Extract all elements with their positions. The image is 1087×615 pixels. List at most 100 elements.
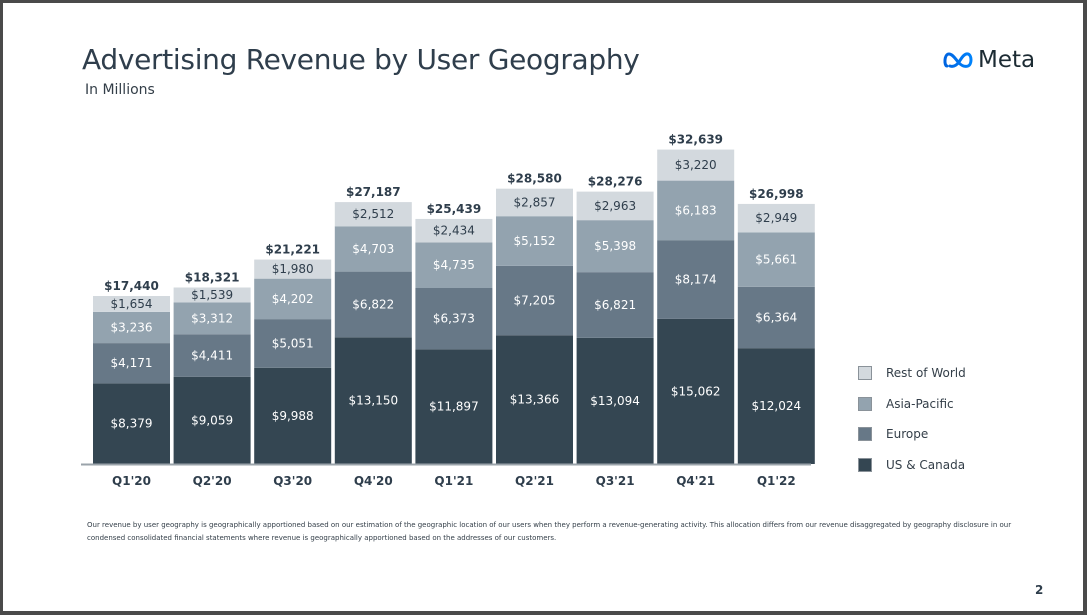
data-label-us-canada: $15,062 — [671, 384, 721, 398]
bar-segment-europe — [93, 343, 170, 384]
data-label-europe: $4,411 — [191, 348, 233, 362]
slide-title: Advertising Revenue by User Geography — [82, 43, 640, 76]
legend-swatch-asia-pacific — [858, 396, 872, 411]
bar-segment-rest-of-world — [93, 295, 170, 312]
bar-segment-rest-of-world — [415, 218, 493, 243]
bar-segment-asia-pacific — [334, 226, 412, 272]
total-label: $28,276 — [588, 175, 643, 189]
data-label-us-canada: $13,094 — [590, 394, 640, 408]
data-label-rest-of-world: $3,220 — [675, 158, 717, 172]
legend-item-rest-of-world: Rest of World — [858, 358, 966, 389]
total-label: $21,221 — [265, 243, 320, 257]
data-label-us-canada: $12,024 — [751, 399, 801, 413]
x-tick-label: Q4'21 — [676, 474, 715, 488]
bar-segment-asia-pacific — [737, 232, 815, 287]
legend-swatch-rest-of-world — [858, 366, 872, 381]
bar-segment-asia-pacific — [576, 220, 654, 273]
data-label-us-canada: $11,897 — [429, 400, 479, 414]
total-label: $32,639 — [668, 133, 723, 147]
bar-segment-europe — [254, 319, 332, 368]
footnote: Our revenue by user geography is geograp… — [87, 521, 1012, 542]
meta-logo-text: Meta — [978, 47, 1036, 73]
data-label-asia-pacific: $4,202 — [272, 292, 314, 306]
x-tick-label: Q1'22 — [757, 474, 796, 488]
data-label-us-canada: $9,988 — [272, 409, 314, 423]
stacked-bar-chart: $8,379 $4,171 $3,236 $1,654 $17,440 Q1'20 $9,0… — [81, 133, 815, 488]
bar-segment-europe — [415, 288, 493, 350]
x-tick-label: Q2'21 — [515, 474, 554, 488]
slide: Advertising Revenue by User Geography In… — [3, 3, 1083, 611]
bar-segment-rest-of-world — [576, 191, 654, 221]
data-label-us-canada: $13,366 — [510, 393, 560, 407]
data-label-europe: $5,051 — [272, 336, 314, 350]
bar-segment-rest-of-world — [657, 149, 735, 181]
legend-label: US & Canada — [886, 457, 966, 472]
bar-segment-us-canada — [737, 348, 815, 464]
bar-segment-asia-pacific — [93, 311, 170, 344]
data-label-asia-pacific: $5,398 — [594, 239, 636, 253]
legend-label: Rest of World — [886, 366, 966, 381]
x-tick-label: Q1'21 — [434, 474, 473, 488]
total-label: $18,321 — [185, 271, 240, 285]
x-tick-label: Q3'20 — [273, 474, 312, 488]
x-tick-label: Q3'21 — [596, 474, 635, 488]
data-label-asia-pacific: $4,703 — [352, 242, 394, 256]
bar-segment-us-canada — [415, 349, 493, 464]
bar-segment-asia-pacific — [657, 180, 735, 241]
x-tick-label: Q1'20 — [112, 474, 151, 488]
bar-segment-rest-of-world — [334, 202, 412, 227]
bar-segment-rest-of-world — [173, 287, 251, 303]
bar-segment-europe — [173, 334, 251, 377]
bar-segment-rest-of-world — [254, 259, 332, 279]
bar-segment-asia-pacific — [415, 242, 493, 289]
bar-segment-rest-of-world — [737, 203, 815, 233]
bar-segment-europe — [657, 240, 735, 319]
legend-label: Europe — [886, 427, 929, 442]
data-label-asia-pacific: $3,312 — [191, 311, 233, 325]
data-label-rest-of-world: $2,963 — [594, 199, 636, 213]
bar-segment-us-canada — [254, 367, 332, 464]
bar-segment-us-canada — [93, 383, 170, 464]
data-label-europe: $7,205 — [514, 294, 556, 308]
data-label-asia-pacific: $5,152 — [514, 234, 556, 248]
chart-legend: Rest of World Asia-Pacific Europe US & C… — [858, 358, 966, 480]
total-label: $17,440 — [104, 279, 159, 293]
data-label-europe: $8,174 — [675, 273, 717, 287]
data-label-europe: $6,821 — [594, 298, 636, 312]
total-label: $27,187 — [346, 185, 401, 199]
bar-segment-europe — [496, 265, 573, 336]
meta-logo: Meta — [943, 47, 1035, 73]
bar-segment-rest-of-world — [496, 188, 573, 217]
data-label-rest-of-world: $1,980 — [272, 262, 314, 276]
data-label-rest-of-world: $2,512 — [352, 207, 394, 221]
data-label-europe: $6,373 — [433, 312, 475, 326]
data-label-europe: $6,822 — [352, 297, 394, 311]
legend-item-us-canada: US & Canada — [858, 450, 966, 481]
data-label-rest-of-world: $2,949 — [755, 211, 797, 225]
meta-infinity-icon — [943, 52, 973, 68]
bar-segment-europe — [737, 286, 815, 349]
data-label-rest-of-world: $2,857 — [514, 195, 556, 209]
bar-segment-us-canada — [173, 376, 251, 464]
data-label-rest-of-world: $1,654 — [111, 297, 153, 311]
data-label-asia-pacific: $3,236 — [111, 321, 153, 335]
legend-item-europe: Europe — [858, 419, 966, 450]
data-label-rest-of-world: $1,539 — [191, 288, 233, 302]
total-label: $26,998 — [749, 187, 804, 201]
data-label-asia-pacific: $6,183 — [675, 203, 717, 217]
bar-segment-europe — [576, 272, 654, 338]
data-label-asia-pacific: $5,661 — [755, 253, 797, 267]
total-label: $28,580 — [507, 172, 562, 186]
bar-segment-asia-pacific — [496, 216, 573, 266]
bar-segment-asia-pacific — [173, 302, 251, 335]
legend-label: Asia-Pacific — [886, 396, 954, 411]
data-label-europe: $4,171 — [111, 356, 153, 370]
x-tick-label: Q2'20 — [193, 474, 232, 488]
total-label: $25,439 — [427, 202, 482, 216]
data-label-asia-pacific: $4,735 — [433, 258, 475, 272]
page-number: 2 — [1035, 583, 1044, 597]
bar-segment-us-canada — [576, 337, 654, 464]
legend-swatch-us-canada — [858, 457, 872, 472]
legend-swatch-europe — [858, 427, 872, 442]
bar-segment-europe — [334, 271, 412, 338]
